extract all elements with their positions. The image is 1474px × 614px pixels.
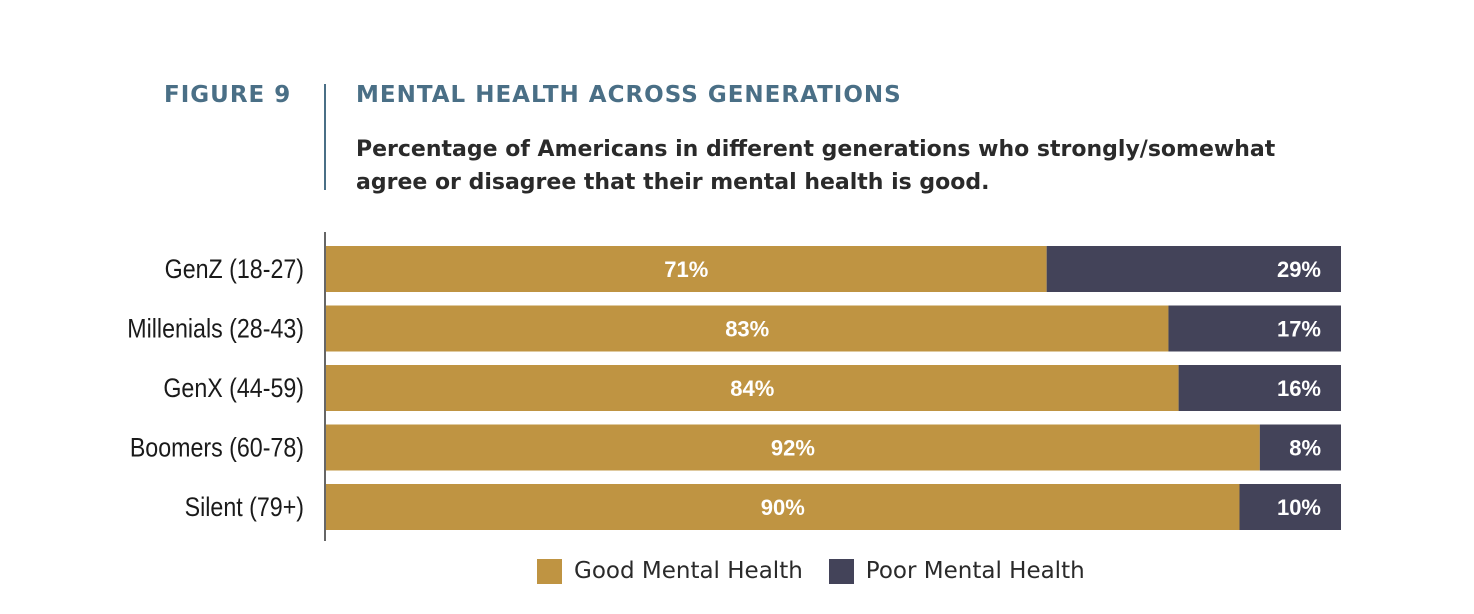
bar-good: [326, 424, 1260, 471]
data-label-poor: 29%: [1277, 257, 1321, 282]
data-label-good: 92%: [771, 436, 815, 461]
chart-title: MENTAL HEALTH ACROSS GENERATIONS: [356, 82, 902, 108]
bar-good: [326, 365, 1179, 411]
legend-label-good: Good Mental Health: [574, 558, 803, 584]
legend-label-poor: Poor Mental Health: [865, 558, 1085, 584]
bar-poor: [1239, 484, 1341, 530]
category-tick-label: Boomers (60-78): [130, 433, 304, 463]
category-tick-label: GenX (44-59): [163, 373, 304, 403]
legend-item-good: Good Mental Health: [537, 558, 803, 584]
bar-poor: [1046, 246, 1341, 292]
data-label-poor: 10%: [1277, 495, 1321, 520]
bar-poor: [1168, 305, 1341, 352]
header-divider: [324, 84, 326, 190]
chart-legend: Good Mental Health Poor Mental Health: [537, 558, 1111, 584]
data-label-good: 71%: [664, 257, 708, 282]
chart-subtitle: Percentage of Americans in different gen…: [356, 137, 1276, 195]
bar-poor: [1259, 424, 1341, 471]
data-label-poor: 8%: [1289, 436, 1321, 461]
data-label-good: 84%: [730, 376, 774, 401]
data-label-good: 83%: [725, 317, 769, 342]
legend-swatch-poor: [828, 558, 854, 584]
category-tick-label: Millenials (28-43): [127, 314, 304, 344]
legend-item-poor: Poor Mental Health: [828, 558, 1085, 584]
data-label-good: 90%: [761, 495, 805, 520]
bar-good: [326, 246, 1047, 292]
category-tick-label: Silent (79+): [185, 492, 304, 522]
bar-good: [326, 484, 1240, 530]
data-label-poor: 17%: [1277, 317, 1321, 342]
legend-swatch-good: [537, 558, 562, 584]
bar-good: [326, 305, 1169, 352]
data-label-poor: 16%: [1277, 376, 1321, 401]
bar-poor: [1178, 365, 1341, 411]
figure-label: FIGURE 9: [164, 82, 292, 108]
category-tick-label: GenZ (18-27): [165, 254, 304, 284]
